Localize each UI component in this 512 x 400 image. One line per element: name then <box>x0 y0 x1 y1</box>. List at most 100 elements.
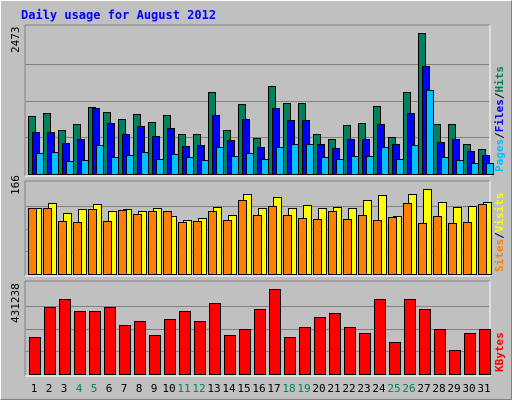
bar-kbytes-day-29 <box>449 350 461 375</box>
day-label-27: 27 <box>417 382 430 395</box>
bar-pages-day-2 <box>51 152 59 175</box>
bar-sites-day-25 <box>388 217 397 275</box>
bar-pages-day-25 <box>396 159 404 175</box>
day-label-15: 15 <box>237 382 250 395</box>
bar-pages-day-8 <box>141 152 149 175</box>
bar-kbytes-day-7 <box>119 325 131 375</box>
bar-sites-day-6 <box>103 221 112 275</box>
bar-sites-day-12 <box>193 221 202 275</box>
bar-sites-day-26 <box>403 203 412 275</box>
y-axis-max-label: 431238 <box>9 283 22 323</box>
bar-kbytes-day-14 <box>224 335 236 375</box>
bar-kbytes-day-15 <box>239 329 251 375</box>
bar-sites-day-2 <box>43 208 52 275</box>
bar-sites-day-1 <box>28 208 37 275</box>
bar-kbytes-day-21 <box>329 313 341 375</box>
bar-kbytes-day-4 <box>74 311 86 375</box>
legend-separator: / <box>493 92 506 99</box>
bar-sites-day-11 <box>178 222 187 275</box>
y-axis-max-label: 166 <box>9 175 22 195</box>
day-label-21: 21 <box>327 382 340 395</box>
bar-kbytes-day-11 <box>179 311 191 375</box>
bar-pages-day-7 <box>126 155 134 175</box>
bar-sites-day-10 <box>163 211 172 275</box>
bar-sites-day-7 <box>118 210 127 275</box>
day-label-8: 8 <box>136 382 143 395</box>
day-label-23: 23 <box>357 382 370 395</box>
bar-pages-day-18 <box>291 144 299 175</box>
bar-kbytes-day-23 <box>359 333 371 375</box>
bar-pages-day-27 <box>426 90 434 175</box>
bar-sites-day-27 <box>418 223 427 275</box>
day-label-14: 14 <box>222 382 236 395</box>
bar-pages-day-15 <box>246 153 254 175</box>
day-label-30: 30 <box>462 382 475 395</box>
day-label-29: 29 <box>447 382 460 395</box>
day-label-13: 13 <box>207 382 220 395</box>
bar-kbytes-day-8 <box>134 321 146 375</box>
legend-entry-files: Files <box>493 99 506 132</box>
bar-pages-day-6 <box>111 157 119 175</box>
bar-sites-day-8 <box>133 214 142 275</box>
bar-kbytes-day-16 <box>254 309 266 375</box>
bar-pages-day-3 <box>66 161 74 175</box>
bar-pages-day-1 <box>36 153 44 175</box>
bar-kbytes-day-18 <box>284 337 296 375</box>
bar-sites-day-30 <box>463 222 472 275</box>
bar-pages-day-5 <box>96 145 104 175</box>
day-label-1: 1 <box>31 382 38 395</box>
day-label-3: 3 <box>61 382 68 395</box>
bar-pages-day-30 <box>471 163 479 175</box>
legend-separator: / <box>493 232 506 239</box>
bar-sites-day-5 <box>88 209 97 275</box>
day-label-25: 25 <box>387 382 400 395</box>
bar-sites-day-29 <box>448 223 457 275</box>
day-label-28: 28 <box>432 382 445 395</box>
day-label-20: 20 <box>312 382 325 395</box>
bar-pages-day-26 <box>411 145 419 175</box>
day-label-16: 16 <box>252 382 265 395</box>
bar-kbytes-day-10 <box>164 319 176 375</box>
bar-pages-day-21 <box>336 159 344 175</box>
bar-pages-day-29 <box>456 160 464 175</box>
legend-separator: / <box>493 132 506 139</box>
y-axis-max-label: 2473 <box>9 27 22 54</box>
bar-pages-day-12 <box>201 160 209 175</box>
day-label-17: 17 <box>267 382 280 395</box>
day-label-31: 31 <box>477 382 490 395</box>
bar-kbytes-day-17 <box>269 289 281 375</box>
day-label-4: 4 <box>76 382 83 395</box>
legend-entry-pages: Pages <box>493 139 506 172</box>
bar-sites-day-9 <box>148 211 157 275</box>
chart-title: Daily usage for August 2012 <box>21 8 217 22</box>
bar-sites-day-28 <box>433 216 442 275</box>
legend: Sites/Visits <box>493 193 506 273</box>
bar-kbytes-day-31 <box>479 329 491 375</box>
bar-kbytes-day-6 <box>104 307 116 375</box>
bar-kbytes-day-1 <box>29 337 41 375</box>
bar-kbytes-day-22 <box>344 327 356 375</box>
day-label-6: 6 <box>106 382 113 395</box>
bar-sites-day-15 <box>238 200 247 275</box>
bar-sites-day-31 <box>478 204 487 275</box>
bar-kbytes-day-28 <box>434 329 446 375</box>
bar-sites-day-13 <box>208 211 217 275</box>
bar-sites-day-16 <box>253 215 262 275</box>
bar-sites-day-20 <box>313 219 322 275</box>
bar-pages-day-4 <box>81 160 89 175</box>
day-label-2: 2 <box>46 382 53 395</box>
bar-kbytes-day-3 <box>59 299 71 375</box>
bar-kbytes-day-20 <box>314 317 326 375</box>
bar-sites-day-23 <box>358 215 367 275</box>
bar-pages-day-11 <box>186 157 194 175</box>
bar-sites-day-3 <box>58 221 67 275</box>
bar-pages-day-28 <box>441 157 449 175</box>
day-label-18: 18 <box>282 382 295 395</box>
bar-pages-day-22 <box>351 156 359 175</box>
bar-kbytes-day-19 <box>299 327 311 375</box>
bar-pages-day-23 <box>366 156 374 175</box>
day-label-7: 7 <box>121 382 128 395</box>
bar-kbytes-day-12 <box>194 321 206 375</box>
